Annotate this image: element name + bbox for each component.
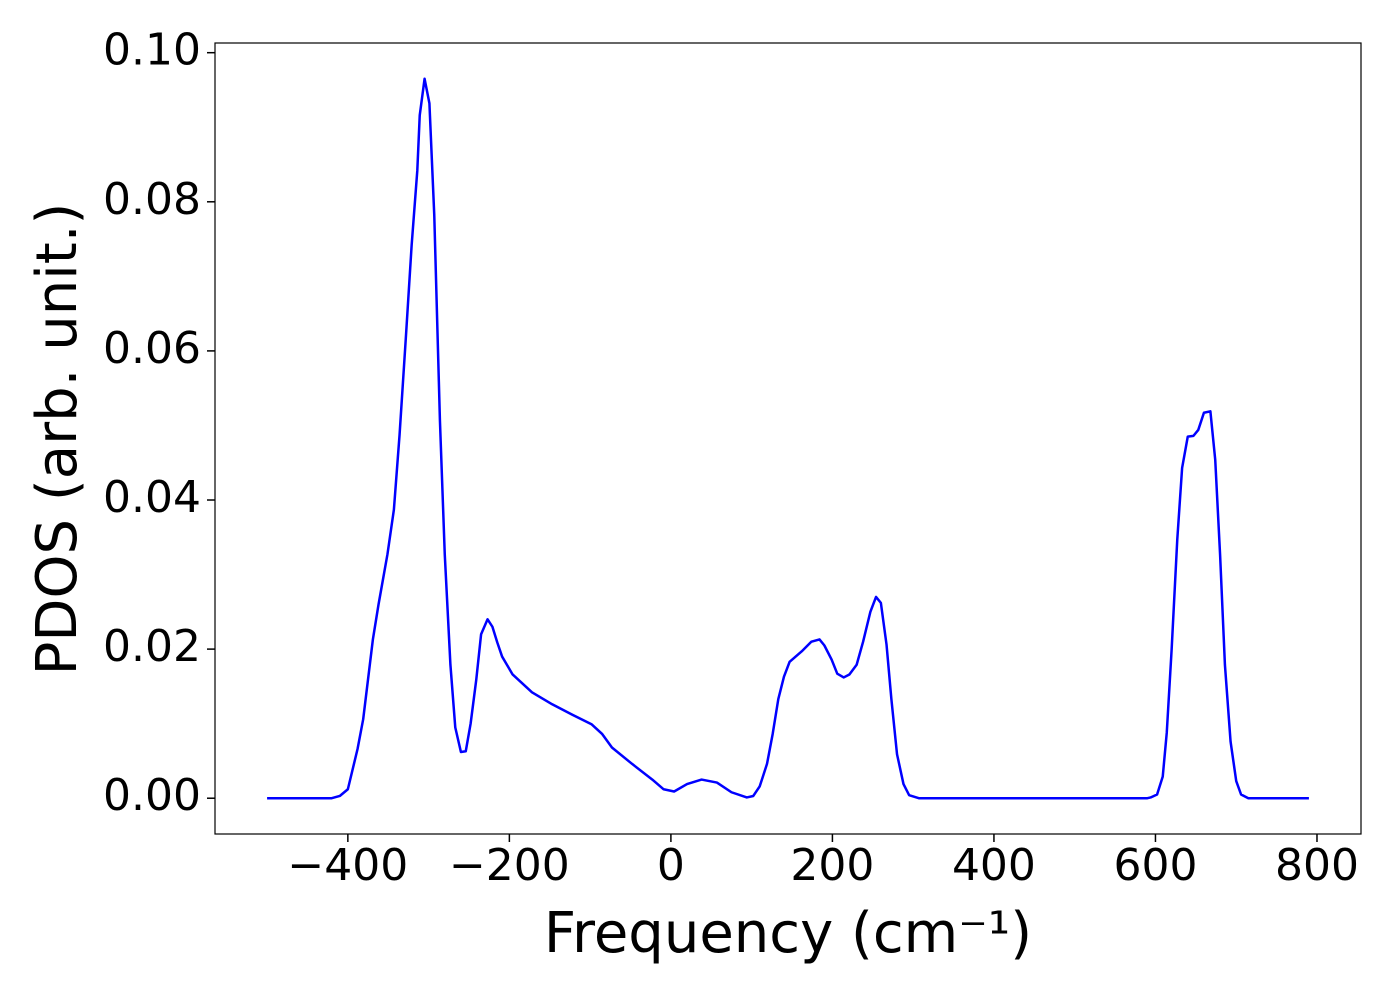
y-tick-label: 0.06 xyxy=(103,323,201,374)
x-tick-label: 400 xyxy=(952,840,1036,891)
x-tick-label: 0 xyxy=(657,840,685,891)
x-axis-label: Frequency (cm⁻¹) xyxy=(544,901,1032,966)
y-tick-label: 0.00 xyxy=(103,770,201,821)
x-tick-label: 800 xyxy=(1275,840,1359,891)
y-tick-label: 0.08 xyxy=(103,174,201,225)
y-tick-label: 0.10 xyxy=(103,25,201,76)
x-tick-label: 600 xyxy=(1113,840,1197,891)
x-tick-label: −200 xyxy=(449,840,570,891)
y-tick-label: 0.04 xyxy=(103,472,201,523)
x-tick-label: −400 xyxy=(287,840,408,891)
plot-frame xyxy=(214,42,1362,835)
line xyxy=(267,77,1309,800)
y-axis-label: PDOS (arb. unit.) xyxy=(25,203,90,676)
x-tick-label: 200 xyxy=(790,840,874,891)
y-tick-label: 0.02 xyxy=(103,621,201,672)
